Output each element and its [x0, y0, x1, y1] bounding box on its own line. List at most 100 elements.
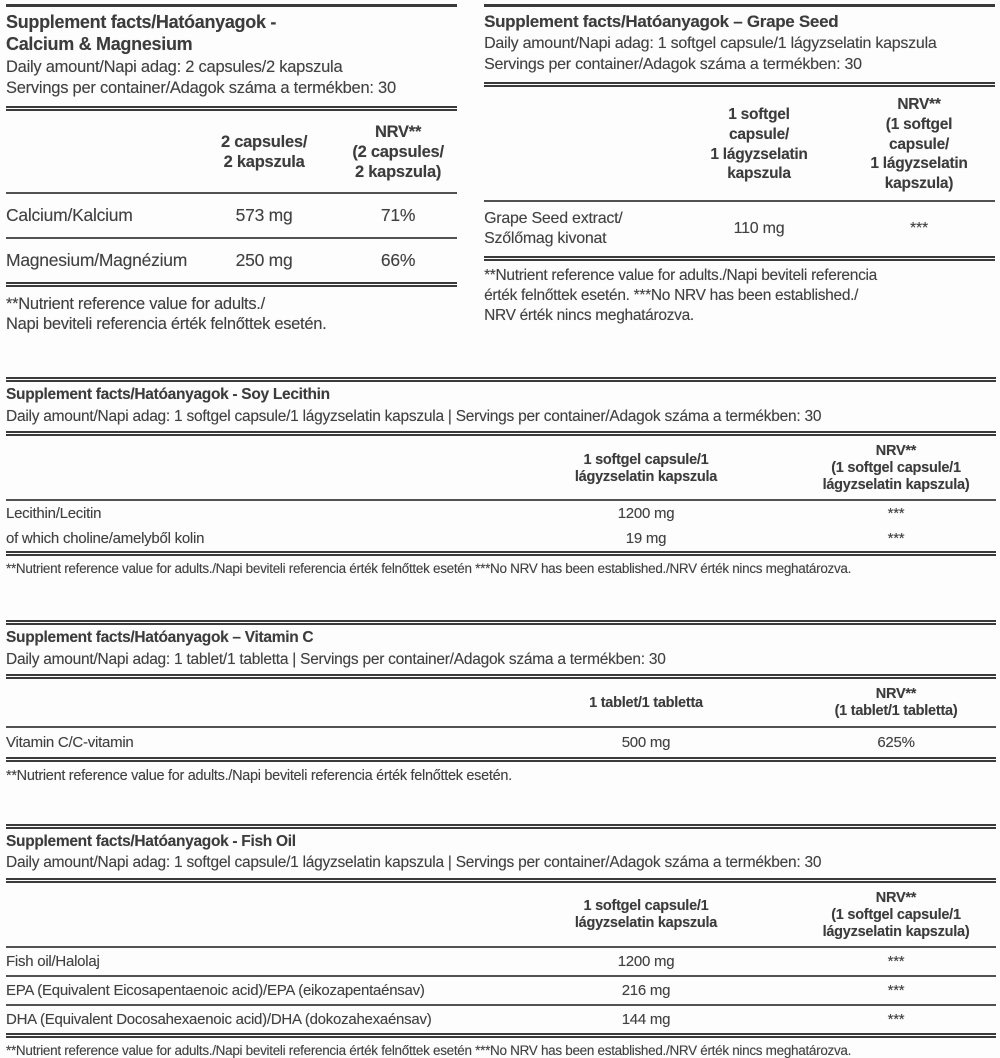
table-meta: Daily amount/Napi adag: 2 capsules/2 kap… [6, 57, 457, 98]
footnote-line: **Nutrient reference value for adults./N… [6, 767, 512, 784]
ingredient-label: EPA (Equivalent Eicosapentaenoic acid)/E… [6, 981, 425, 999]
row-divider-rule [6, 725, 996, 728]
header-divider-rule [6, 674, 996, 680]
header-line: 2 kapszula) [354, 163, 442, 182]
ingredient-label: Magnesium/Magnézium [6, 249, 188, 270]
ingredient-label: Fish oil/Halolaj [6, 952, 100, 970]
footnote-divider-rule [6, 551, 996, 557]
table-meta: Daily amount/Napi adag: 1 softgel capsul… [484, 34, 995, 76]
servings-line: Servings per container/Adagok száma a te… [6, 78, 396, 97]
table-meta: Daily amount/Napi adag: 1 tablet/1 table… [6, 650, 996, 669]
table-title: Supplement facts/Hatóanyagok – Vitamin C [6, 629, 996, 648]
amount-column-header: 2 capsules/ 2 kapszula [189, 133, 339, 173]
footnote: **Nutrient reference value for adults./N… [6, 1038, 996, 1058]
header-line: 2 kapszula [223, 153, 305, 172]
nrv-value: *** [887, 1010, 905, 1028]
ingredient-label-line: Szőlőmag kivonat [484, 230, 607, 248]
header-line: capsule/ [728, 125, 790, 143]
amount-column-header: 1 tablet/1 tabletta [496, 695, 796, 712]
amount-value: 250 mg [235, 249, 293, 270]
row-divider-rule [6, 945, 996, 948]
table-meta: Daily amount/Napi adag: 1 softgel capsul… [6, 853, 996, 872]
nrv-column-header: NRV** (1 softgel capsule/ 1 lágyzselatin… [843, 95, 995, 194]
amount-value: 1200 mg [617, 952, 675, 970]
header-divider-rule [6, 106, 458, 112]
footnote-divider-rule [6, 281, 458, 287]
header-divider-rule [484, 81, 995, 87]
header-line: NRV** [897, 95, 941, 113]
ingredient-label: Calcium/Kalcium [6, 204, 133, 225]
header-line: 1 softgel capsule/1 [583, 451, 709, 468]
amount-value: 216 mg [621, 981, 671, 999]
footnote: **Nutrient reference value for adults./N… [484, 261, 995, 326]
header-line: 1 softgel capsule/1 [583, 898, 709, 915]
column-headers: 2 capsules/ 2 kapszula NRV** (2 capsules… [6, 111, 457, 191]
header-line: (1 tablet/1 tabletta) [834, 703, 958, 720]
nrv-value: *** [887, 952, 905, 970]
table-row: Calcium/Kalcium 573 mg 71% [6, 194, 457, 237]
header-line: NRV** [374, 123, 422, 142]
table-title: Supplement facts/Hatóanyagok – Grape See… [484, 12, 995, 32]
ingredient-label: Vitamin C/C-vitamin [6, 733, 134, 751]
header-line: (1 softgel capsule/1 [831, 906, 961, 923]
header-line: (1 softgel [885, 115, 953, 133]
header-line: kapszula [727, 165, 791, 183]
row-divider-rule [484, 200, 995, 203]
footnote-divider-rule [484, 256, 995, 262]
header-line: 1 lágyzselatin [710, 145, 808, 163]
ingredient-label: Grape Seed extract/ Szőlőmag kivonat [484, 209, 675, 249]
table-title-line: Supplement facts/Hatóanyagok - [6, 12, 277, 32]
header-line: kapszula) [884, 175, 954, 193]
footnote: **Nutrient reference value for adults./N… [6, 556, 996, 576]
table-title-line: Supplement facts/Hatóanyagok - Soy Lecit… [6, 386, 330, 404]
daily-amount-servings-line: Daily amount/Napi adag: 1 softgel capsul… [6, 407, 822, 425]
column-headers: 1 softgel capsule/ 1 lágyzselatin kapszu… [484, 87, 995, 200]
footnote-line: Napi beviteli referencia érték felnőttek… [6, 315, 327, 334]
header-line: NRV** [875, 686, 917, 703]
table-row: EPA (Equivalent Eicosapentaenoic acid)/E… [6, 977, 996, 1004]
ingredient-label: of which choline/amelyből kolin [6, 530, 205, 548]
footnote-line: **Nutrient reference value for adults./N… [484, 267, 877, 285]
supplement-table-soy-lecithin: Supplement facts/Hatóanyagok - Soy Lecit… [6, 377, 996, 576]
daily-amount-servings-line: Daily amount/Napi adag: 1 softgel capsul… [6, 854, 822, 872]
footnote: **Nutrient reference value for adults./N… [6, 762, 996, 784]
daily-amount-line: Daily amount/Napi adag: 1 softgel capsul… [484, 35, 937, 53]
table-top-rule [6, 377, 996, 383]
header-line: NRV** [875, 889, 917, 906]
table-meta: Daily amount/Napi adag: 1 softgel capsul… [6, 407, 996, 426]
table-row: Vitamin C/C-vitamin 500 mg 625% [6, 728, 996, 757]
amount-column-header: 1 softgel capsule/ 1 lágyzselatin kapszu… [675, 105, 843, 184]
nrv-value: 625% [877, 733, 915, 751]
column-headers: 1 tablet/1 tabletta NRV** (1 tablet/1 ta… [6, 679, 996, 725]
supplement-table-vitamin-c: Supplement facts/Hatóanyagok – Vitamin C… [6, 620, 996, 784]
header-line: NRV** [875, 443, 917, 460]
nrv-column-header: NRV** (1 softgel capsule/1 lágyzselatin … [796, 443, 996, 494]
table-row: of which choline/amelyből kolin 19 mg **… [6, 526, 996, 551]
table-title: Supplement facts/Hatóanyagok - Soy Lecit… [6, 386, 996, 405]
header-line: lágyzselatin kapszula [574, 468, 718, 485]
amount-column-header: 1 softgel capsule/1 lágyzselatin kapszul… [496, 898, 796, 932]
amount-value: 500 mg [621, 733, 671, 751]
nrv-value: 66% [380, 249, 416, 270]
table-title-line: Supplement facts/Hatóanyagok – Grape See… [484, 12, 839, 31]
header-line: 1 tablet/1 tabletta [589, 694, 703, 711]
table-row: Magnesium/Magnézium 250 mg 66% [6, 239, 457, 282]
header-line: (2 capsules/ [352, 143, 444, 162]
table-title-line: Calcium & Magnesium [6, 33, 193, 54]
header-line: lágyzselatin kapszula) [822, 923, 970, 940]
table-row: Fish oil/Halolaj 1200 mg *** [6, 948, 996, 975]
column-headers: 1 softgel capsule/1 lágyzselatin kapszul… [6, 883, 996, 946]
footnote-line: **Nutrient reference value for adults./ [6, 294, 265, 313]
top-table-row: Supplement facts/Hatóanyagok - Calcium &… [6, 4, 995, 335]
amount-value: 110 mg [733, 220, 785, 238]
table-title: Supplement facts/Hatóanyagok - Calcium &… [6, 12, 457, 55]
supplement-table-grape-seed: Supplement facts/Hatóanyagok – Grape See… [484, 4, 995, 327]
table-row: Grape Seed extract/ Szőlőmag kivonat 110… [484, 202, 995, 256]
header-divider-rule [6, 431, 996, 437]
row-divider-rule [6, 974, 996, 977]
amount-value: 1200 mg [617, 505, 675, 523]
table-row: DHA (Equivalent Docosahexaenoic acid)/DH… [6, 1006, 996, 1033]
table-row: Lecithin/Lecitin 1200 mg *** [6, 501, 996, 526]
row-divider-rule [6, 191, 458, 194]
column-headers: 1 softgel capsule/1 lágyzselatin kapszul… [6, 436, 996, 499]
